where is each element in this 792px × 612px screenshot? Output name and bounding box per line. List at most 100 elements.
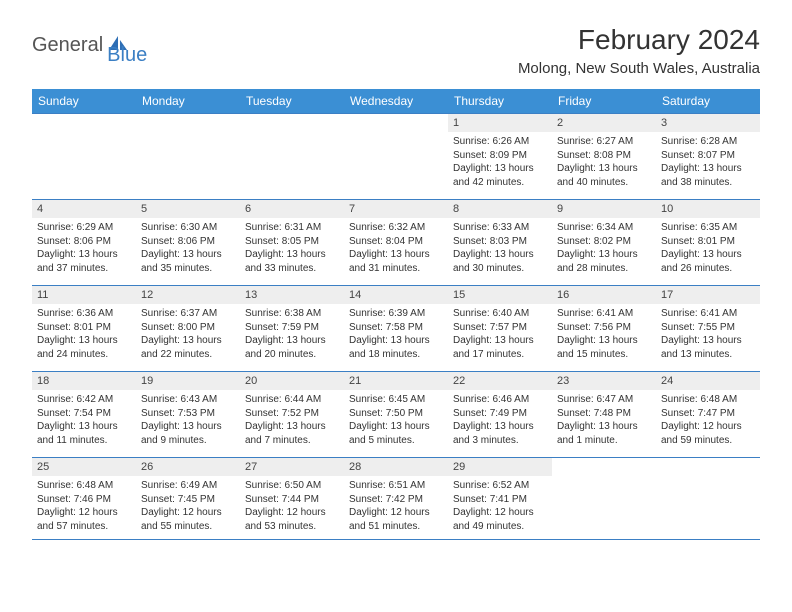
calendar-cell: 24Sunrise: 6:48 AMSunset: 7:47 PMDayligh… bbox=[656, 372, 760, 458]
calendar-cell: 5Sunrise: 6:30 AMSunset: 8:06 PMDaylight… bbox=[136, 200, 240, 286]
sunset-text: Sunset: 7:49 PM bbox=[453, 407, 547, 421]
sunset-text: Sunset: 8:05 PM bbox=[245, 235, 339, 249]
calendar-cell: 17Sunrise: 6:41 AMSunset: 7:55 PMDayligh… bbox=[656, 286, 760, 372]
calendar-cell: 19Sunrise: 6:43 AMSunset: 7:53 PMDayligh… bbox=[136, 372, 240, 458]
day-details: Sunrise: 6:39 AMSunset: 7:58 PMDaylight:… bbox=[344, 304, 448, 364]
day-header-row: SundayMondayTuesdayWednesdayThursdayFrid… bbox=[32, 89, 760, 114]
calendar-cell: 18Sunrise: 6:42 AMSunset: 7:54 PMDayligh… bbox=[32, 372, 136, 458]
day-details: Sunrise: 6:28 AMSunset: 8:07 PMDaylight:… bbox=[656, 132, 760, 192]
sunset-text: Sunset: 7:56 PM bbox=[557, 321, 651, 335]
daylight-text: Daylight: 13 hours and 24 minutes. bbox=[37, 334, 131, 361]
day-details: Sunrise: 6:49 AMSunset: 7:45 PMDaylight:… bbox=[136, 476, 240, 536]
day-number: 17 bbox=[656, 286, 760, 304]
sunrise-text: Sunrise: 6:33 AM bbox=[453, 221, 547, 235]
sunset-text: Sunset: 7:55 PM bbox=[661, 321, 755, 335]
sunset-text: Sunset: 7:45 PM bbox=[141, 493, 235, 507]
day-header: Saturday bbox=[656, 89, 760, 114]
sunrise-text: Sunrise: 6:41 AM bbox=[557, 307, 651, 321]
calendar-cell: 25Sunrise: 6:48 AMSunset: 7:46 PMDayligh… bbox=[32, 458, 136, 540]
sunrise-text: Sunrise: 6:48 AM bbox=[661, 393, 755, 407]
calendar-cell: 10Sunrise: 6:35 AMSunset: 8:01 PMDayligh… bbox=[656, 200, 760, 286]
day-number: 5 bbox=[136, 200, 240, 218]
sunset-text: Sunset: 8:01 PM bbox=[661, 235, 755, 249]
daylight-text: Daylight: 12 hours and 53 minutes. bbox=[245, 506, 339, 533]
calendar-row: 11Sunrise: 6:36 AMSunset: 8:01 PMDayligh… bbox=[32, 286, 760, 372]
day-header: Tuesday bbox=[240, 89, 344, 114]
day-details: Sunrise: 6:51 AMSunset: 7:42 PMDaylight:… bbox=[344, 476, 448, 536]
calendar-row: 18Sunrise: 6:42 AMSunset: 7:54 PMDayligh… bbox=[32, 372, 760, 458]
day-header: Thursday bbox=[448, 89, 552, 114]
sunrise-text: Sunrise: 6:49 AM bbox=[141, 479, 235, 493]
daylight-text: Daylight: 13 hours and 35 minutes. bbox=[141, 248, 235, 275]
title-block: February 2024 Molong, New South Wales, A… bbox=[518, 24, 760, 77]
day-details: Sunrise: 6:48 AMSunset: 7:47 PMDaylight:… bbox=[656, 390, 760, 450]
calendar-cell: 29Sunrise: 6:52 AMSunset: 7:41 PMDayligh… bbox=[448, 458, 552, 540]
day-details: Sunrise: 6:47 AMSunset: 7:48 PMDaylight:… bbox=[552, 390, 656, 450]
day-number: 13 bbox=[240, 286, 344, 304]
calendar-row: 4Sunrise: 6:29 AMSunset: 8:06 PMDaylight… bbox=[32, 200, 760, 286]
day-details: Sunrise: 6:44 AMSunset: 7:52 PMDaylight:… bbox=[240, 390, 344, 450]
sunrise-text: Sunrise: 6:26 AM bbox=[453, 135, 547, 149]
daylight-text: Daylight: 13 hours and 9 minutes. bbox=[141, 420, 235, 447]
daylight-text: Daylight: 13 hours and 5 minutes. bbox=[349, 420, 443, 447]
sunrise-text: Sunrise: 6:46 AM bbox=[453, 393, 547, 407]
day-number bbox=[136, 114, 240, 132]
calendar-cell: 9 Sunrise: 6:34 AMSunset: 8:02 PMDaylight… bbox=[552, 200, 656, 286]
sunrise-text: Sunrise: 6:34 AM bbox=[557, 221, 651, 235]
calendar-cell: 1Sunrise: 6:26 AMSunset: 8:09 PMDaylight… bbox=[448, 114, 552, 200]
day-details: Sunrise: 6:29 AMSunset: 8:06 PMDaylight:… bbox=[32, 218, 136, 278]
calendar-body: 1Sunrise: 6:26 AMSunset: 8:09 PMDaylight… bbox=[32, 114, 760, 540]
sunrise-text: Sunrise: 6:47 AM bbox=[557, 393, 651, 407]
calendar-cell: 3Sunrise: 6:28 AMSunset: 8:07 PMDaylight… bbox=[656, 114, 760, 200]
sunrise-text: Sunrise: 6:50 AM bbox=[245, 479, 339, 493]
day-details: Sunrise: 6:45 AMSunset: 7:50 PMDaylight:… bbox=[344, 390, 448, 450]
daylight-text: Daylight: 13 hours and 38 minutes. bbox=[661, 162, 755, 189]
calendar-cell bbox=[656, 458, 760, 540]
calendar-cell: 21Sunrise: 6:45 AMSunset: 7:50 PMDayligh… bbox=[344, 372, 448, 458]
sunset-text: Sunset: 8:04 PM bbox=[349, 235, 443, 249]
daylight-text: Daylight: 13 hours and 22 minutes. bbox=[141, 334, 235, 361]
calendar-row: 25Sunrise: 6:48 AMSunset: 7:46 PMDayligh… bbox=[32, 458, 760, 540]
daylight-text: Daylight: 13 hours and 28 minutes. bbox=[557, 248, 651, 275]
daylight-text: Daylight: 12 hours and 55 minutes. bbox=[141, 506, 235, 533]
calendar-cell: 12Sunrise: 6:37 AMSunset: 8:00 PMDayligh… bbox=[136, 286, 240, 372]
sunset-text: Sunset: 7:42 PM bbox=[349, 493, 443, 507]
daylight-text: Daylight: 13 hours and 11 minutes. bbox=[37, 420, 131, 447]
sunrise-text: Sunrise: 6:36 AM bbox=[37, 307, 131, 321]
day-number: 27 bbox=[240, 458, 344, 476]
calendar-cell: 20Sunrise: 6:44 AMSunset: 7:52 PMDayligh… bbox=[240, 372, 344, 458]
sunset-text: Sunset: 7:59 PM bbox=[245, 321, 339, 335]
sunrise-text: Sunrise: 6:39 AM bbox=[349, 307, 443, 321]
day-number bbox=[240, 114, 344, 132]
day-number: 21 bbox=[344, 372, 448, 390]
day-number bbox=[32, 114, 136, 132]
sunrise-text: Sunrise: 6:52 AM bbox=[453, 479, 547, 493]
daylight-text: Daylight: 12 hours and 51 minutes. bbox=[349, 506, 443, 533]
day-details: Sunrise: 6:40 AMSunset: 7:57 PMDaylight:… bbox=[448, 304, 552, 364]
calendar-cell: 23Sunrise: 6:47 AMSunset: 7:48 PMDayligh… bbox=[552, 372, 656, 458]
day-details: Sunrise: 6:37 AMSunset: 8:00 PMDaylight:… bbox=[136, 304, 240, 364]
day-number: 6 bbox=[240, 200, 344, 218]
day-number: 3 bbox=[656, 114, 760, 132]
day-header: Friday bbox=[552, 89, 656, 114]
daylight-text: Daylight: 13 hours and 7 minutes. bbox=[245, 420, 339, 447]
day-details: Sunrise: 6:36 AMSunset: 8:01 PMDaylight:… bbox=[32, 304, 136, 364]
sunset-text: Sunset: 7:48 PM bbox=[557, 407, 651, 421]
sunrise-text: Sunrise: 6:35 AM bbox=[661, 221, 755, 235]
sunset-text: Sunset: 8:02 PM bbox=[557, 235, 651, 249]
daylight-text: Daylight: 13 hours and 37 minutes. bbox=[37, 248, 131, 275]
day-number: 9 bbox=[552, 200, 656, 218]
sunset-text: Sunset: 7:58 PM bbox=[349, 321, 443, 335]
day-header: Wednesday bbox=[344, 89, 448, 114]
sunset-text: Sunset: 7:57 PM bbox=[453, 321, 547, 335]
daylight-text: Daylight: 13 hours and 20 minutes. bbox=[245, 334, 339, 361]
sunrise-text: Sunrise: 6:45 AM bbox=[349, 393, 443, 407]
sunset-text: Sunset: 8:03 PM bbox=[453, 235, 547, 249]
calendar-cell: 28Sunrise: 6:51 AMSunset: 7:42 PMDayligh… bbox=[344, 458, 448, 540]
daylight-text: Daylight: 13 hours and 40 minutes. bbox=[557, 162, 651, 189]
day-number: 8 bbox=[448, 200, 552, 218]
sunset-text: Sunset: 7:47 PM bbox=[661, 407, 755, 421]
calendar-cell bbox=[552, 458, 656, 540]
daylight-text: Daylight: 12 hours and 57 minutes. bbox=[37, 506, 131, 533]
day-details: Sunrise: 6:30 AMSunset: 8:06 PMDaylight:… bbox=[136, 218, 240, 278]
